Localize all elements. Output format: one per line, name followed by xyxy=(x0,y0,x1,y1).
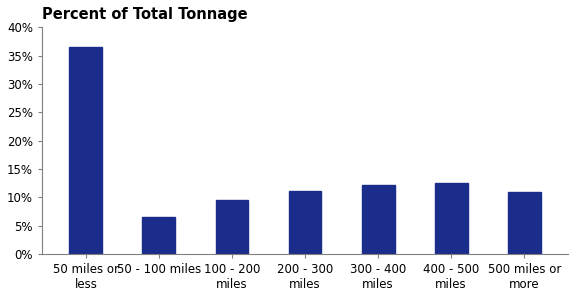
Bar xyxy=(70,47,102,254)
Bar xyxy=(216,200,248,254)
Bar xyxy=(435,183,467,254)
Bar xyxy=(508,192,540,254)
Bar xyxy=(362,185,394,254)
Text: Percent of Total Tonnage: Percent of Total Tonnage xyxy=(42,7,248,22)
Bar xyxy=(289,190,321,254)
Bar xyxy=(143,217,175,254)
